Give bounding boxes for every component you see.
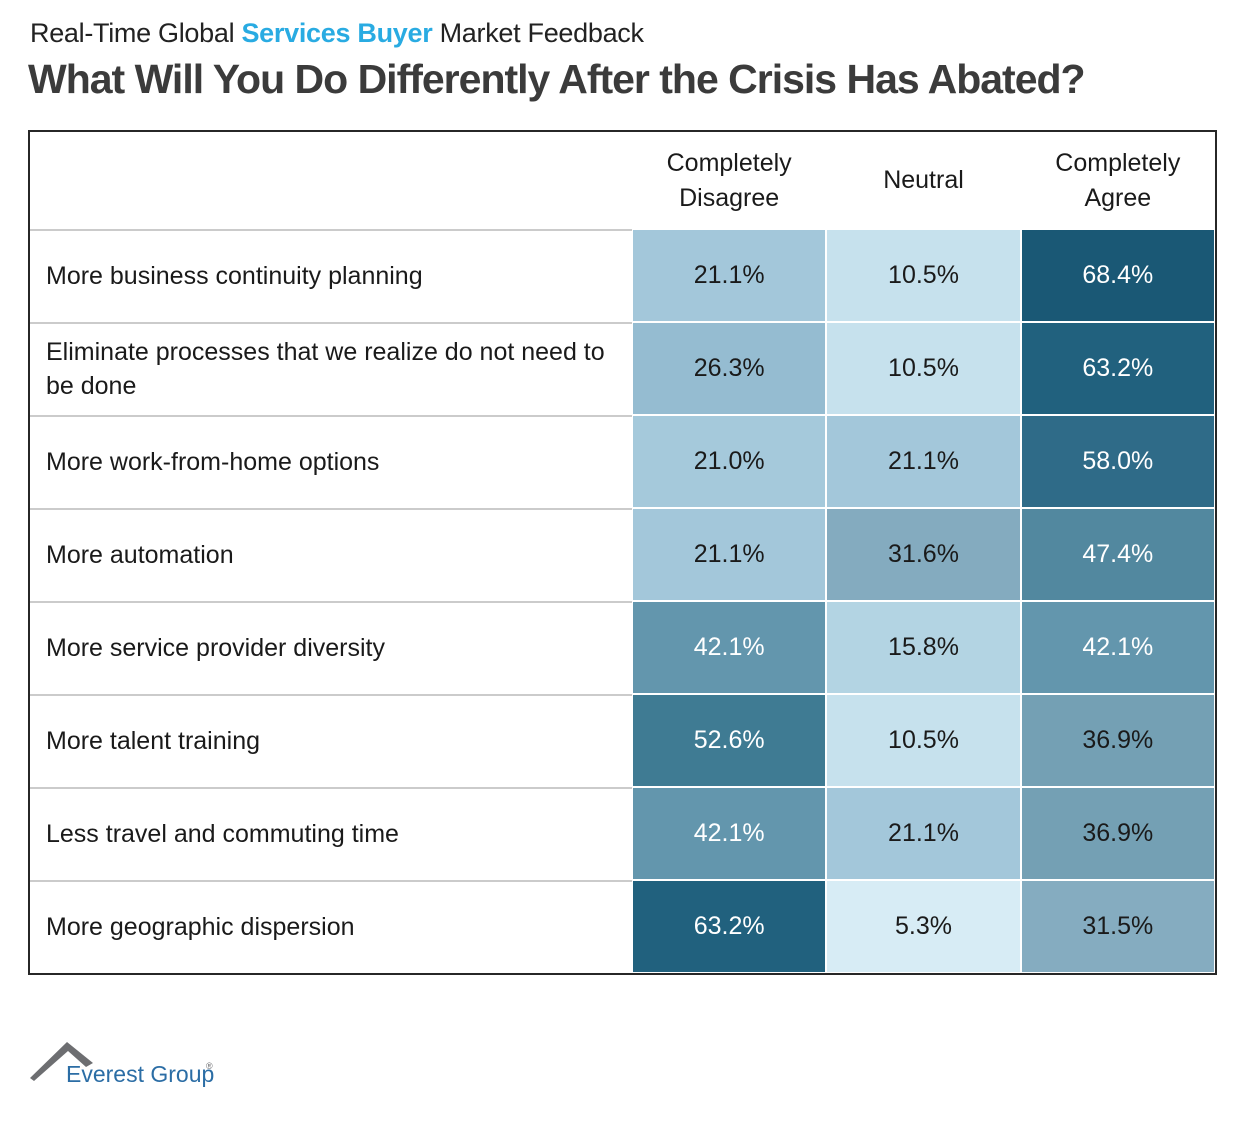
row-label: Less travel and commuting time <box>30 787 632 880</box>
page-title: What Will You Do Differently After the C… <box>28 56 1086 102</box>
value-cell: 52.6% <box>632 694 827 787</box>
table-row: More business continuity planning 21.1% 10… <box>30 229 1215 322</box>
feedback-table: Completely Disagree Neutral Completely A… <box>28 130 1217 975</box>
value-cell: 63.2% <box>1020 322 1215 415</box>
header-empty-cell <box>30 132 632 229</box>
value-cell: 31.5% <box>1020 880 1215 973</box>
table-row: More service provider diversity 42.1% 15.8… <box>30 601 1215 694</box>
table-row: Eliminate processes that we realize do n… <box>30 322 1215 415</box>
value-cell: 21.1% <box>826 787 1021 880</box>
eyebrow-highlight: Services Buyer <box>241 18 433 48</box>
value-cell: 36.9% <box>1020 694 1215 787</box>
report-eyebrow: Real-Time Global Services Buyer Market F… <box>30 18 644 49</box>
row-label: Eliminate processes that we realize do n… <box>30 322 632 415</box>
table-header-row: Completely Disagree Neutral Completely A… <box>30 132 1215 229</box>
value-cell: 58.0% <box>1020 415 1215 508</box>
row-label: More work-from-home options <box>30 415 632 508</box>
table-row: More automation 21.1% 31.6% 47.4% <box>30 508 1215 601</box>
value-cell: 21.0% <box>632 415 827 508</box>
logo-registered-mark: ® <box>206 1061 213 1071</box>
value-cell: 10.5% <box>826 322 1021 415</box>
value-cell: 26.3% <box>632 322 827 415</box>
table-row: More talent training 52.6% 10.5% 36.9% <box>30 694 1215 787</box>
column-header-neutral: Neutral <box>826 132 1021 229</box>
value-cell: 31.6% <box>826 508 1021 601</box>
row-label: More business continuity planning <box>30 229 632 322</box>
table-row: More geographic dispersion 63.2% 5.3% 31.5% <box>30 880 1215 973</box>
value-cell: 15.8% <box>826 601 1021 694</box>
row-label: More automation <box>30 508 632 601</box>
value-cell: 36.9% <box>1020 787 1215 880</box>
column-header-completely-agree: Completely Agree <box>1020 132 1215 229</box>
value-cell: 42.1% <box>632 787 827 880</box>
value-cell: 42.1% <box>1020 601 1215 694</box>
row-label: More service provider diversity <box>30 601 632 694</box>
everest-group-logo: Everest Group ® <box>30 1042 214 1087</box>
value-cell: 21.1% <box>826 415 1021 508</box>
value-cell: 5.3% <box>826 880 1021 973</box>
mountain-icon <box>30 1042 93 1081</box>
table-row: Less travel and commuting time 42.1% 21.1%… <box>30 787 1215 880</box>
value-cell: 10.5% <box>826 229 1021 322</box>
value-cell: 10.5% <box>826 694 1021 787</box>
column-header-completely-disagree: Completely Disagree <box>632 132 827 229</box>
eyebrow-suffix: Market Feedback <box>432 18 644 48</box>
row-label: More geographic dispersion <box>30 880 632 973</box>
row-label: More talent training <box>30 694 632 787</box>
value-cell: 47.4% <box>1020 508 1215 601</box>
eyebrow-prefix: Real-Time Global <box>30 18 242 48</box>
value-cell: 21.1% <box>632 229 827 322</box>
logo-text: Everest Group <box>66 1061 214 1087</box>
value-cell: 68.4% <box>1020 229 1215 322</box>
value-cell: 21.1% <box>632 508 827 601</box>
value-cell: 63.2% <box>632 880 827 973</box>
value-cell: 42.1% <box>632 601 827 694</box>
table-row: More work-from-home options 21.0% 21.1% 58.… <box>30 415 1215 508</box>
